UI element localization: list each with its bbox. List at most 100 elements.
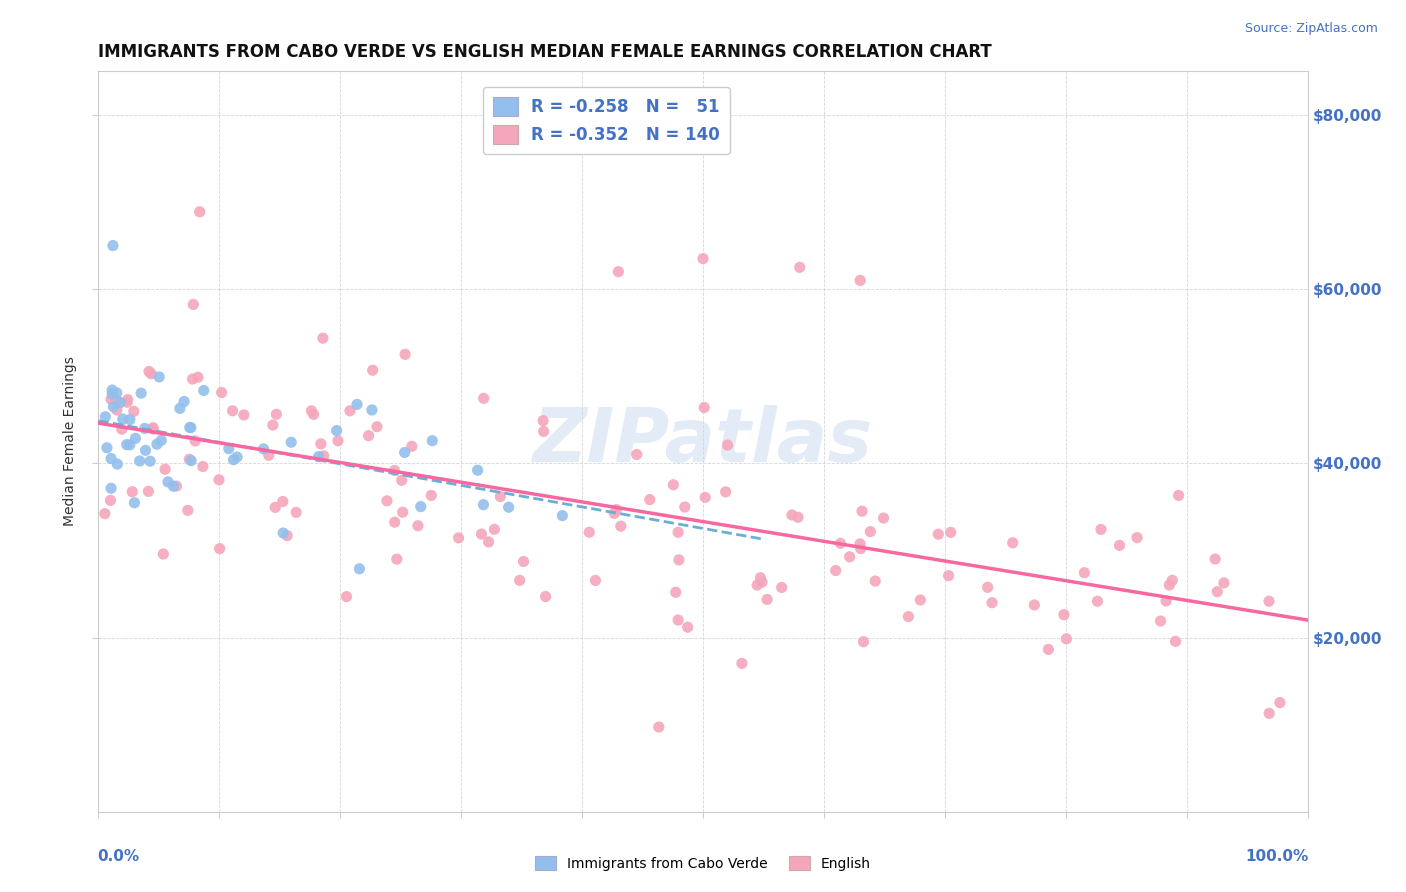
Point <box>533 425 555 439</box>
Point <box>357 428 380 442</box>
Point <box>180 420 202 434</box>
Point <box>849 537 872 551</box>
Point <box>668 553 690 567</box>
Point <box>749 571 772 585</box>
Point <box>910 593 932 607</box>
Point <box>470 527 492 541</box>
Point <box>859 524 882 539</box>
Point <box>939 525 962 540</box>
Point <box>638 492 661 507</box>
Point <box>849 541 872 556</box>
Point <box>489 490 512 504</box>
Point <box>100 493 122 508</box>
Point <box>938 568 960 582</box>
Point <box>180 453 202 467</box>
Point <box>211 385 233 400</box>
Point <box>1161 574 1184 588</box>
Text: 0.0%: 0.0% <box>97 849 139 863</box>
Point <box>583 574 606 588</box>
Point <box>610 519 633 533</box>
Point <box>312 449 335 463</box>
Point <box>851 504 873 518</box>
Point <box>603 507 626 521</box>
Point <box>346 397 368 411</box>
Point <box>1001 536 1024 550</box>
Point <box>139 454 162 468</box>
Point <box>472 498 495 512</box>
Point <box>184 434 207 448</box>
Point <box>94 409 117 424</box>
Point <box>100 451 122 466</box>
Point <box>146 437 169 451</box>
Point <box>1204 552 1226 566</box>
Point <box>142 421 165 435</box>
Point <box>152 547 174 561</box>
Point <box>1206 584 1229 599</box>
Point <box>747 578 769 592</box>
Point <box>276 529 298 543</box>
Point <box>262 418 284 433</box>
Point <box>673 500 696 514</box>
Point <box>105 403 128 417</box>
Point <box>349 562 371 576</box>
Point <box>162 479 184 493</box>
Point <box>872 511 894 525</box>
Point <box>420 488 443 502</box>
Point <box>105 393 128 408</box>
Point <box>534 590 557 604</box>
Point <box>339 404 361 418</box>
Point <box>1038 642 1060 657</box>
Point <box>1258 706 1281 721</box>
Point <box>1167 488 1189 502</box>
Point <box>626 448 648 462</box>
Point <box>232 408 254 422</box>
Point <box>447 531 470 545</box>
Point <box>118 412 141 426</box>
Point <box>976 580 998 594</box>
Point <box>578 525 600 540</box>
Point <box>484 522 506 536</box>
Point <box>218 442 240 456</box>
Point <box>756 592 779 607</box>
Point <box>271 526 294 541</box>
Point <box>676 620 699 634</box>
Point <box>1073 566 1095 580</box>
Point <box>1154 594 1177 608</box>
Point <box>472 392 495 406</box>
Point <box>325 424 347 438</box>
Point <box>1126 531 1149 545</box>
Point <box>105 457 128 471</box>
Point <box>208 473 231 487</box>
Point <box>551 508 574 523</box>
Point <box>226 450 249 464</box>
Point <box>648 720 671 734</box>
Point <box>141 367 163 381</box>
Point <box>1268 696 1291 710</box>
Point <box>101 383 124 397</box>
Point <box>361 403 384 417</box>
Point <box>103 400 125 414</box>
Point <box>308 450 330 464</box>
Point <box>179 452 201 467</box>
Point <box>121 484 143 499</box>
Text: ZIPatlas: ZIPatlas <box>533 405 873 478</box>
Point <box>193 384 215 398</box>
Point <box>222 452 245 467</box>
Point <box>838 549 860 564</box>
Point <box>394 347 416 361</box>
Point <box>420 434 443 448</box>
Point <box>666 525 689 540</box>
Point <box>849 273 872 287</box>
Point <box>96 441 118 455</box>
Point <box>361 363 384 377</box>
Text: IMMIGRANTS FROM CABO VERDE VS ENGLISH MEDIAN FEMALE EARNINGS CORRELATION CHART: IMMIGRANTS FROM CABO VERDE VS ENGLISH ME… <box>98 44 993 62</box>
Point <box>100 481 122 495</box>
Point <box>693 401 716 415</box>
Point <box>531 414 554 428</box>
Point <box>665 585 688 599</box>
Point <box>1149 614 1171 628</box>
Point <box>787 510 810 524</box>
Point <box>138 365 160 379</box>
Point <box>188 204 211 219</box>
Point <box>165 479 187 493</box>
